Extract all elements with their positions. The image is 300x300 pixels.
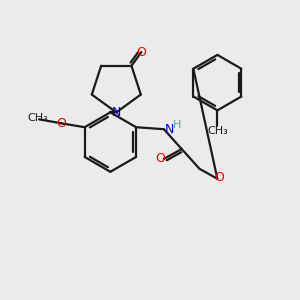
- Text: N: N: [165, 123, 174, 136]
- Text: H: H: [173, 120, 181, 130]
- Text: O: O: [56, 117, 66, 130]
- Text: N: N: [112, 106, 121, 119]
- Text: O: O: [214, 171, 224, 184]
- Text: O: O: [155, 152, 165, 165]
- Text: CH₃: CH₃: [28, 113, 48, 123]
- Text: CH₃: CH₃: [207, 126, 228, 136]
- Text: O: O: [136, 46, 146, 59]
